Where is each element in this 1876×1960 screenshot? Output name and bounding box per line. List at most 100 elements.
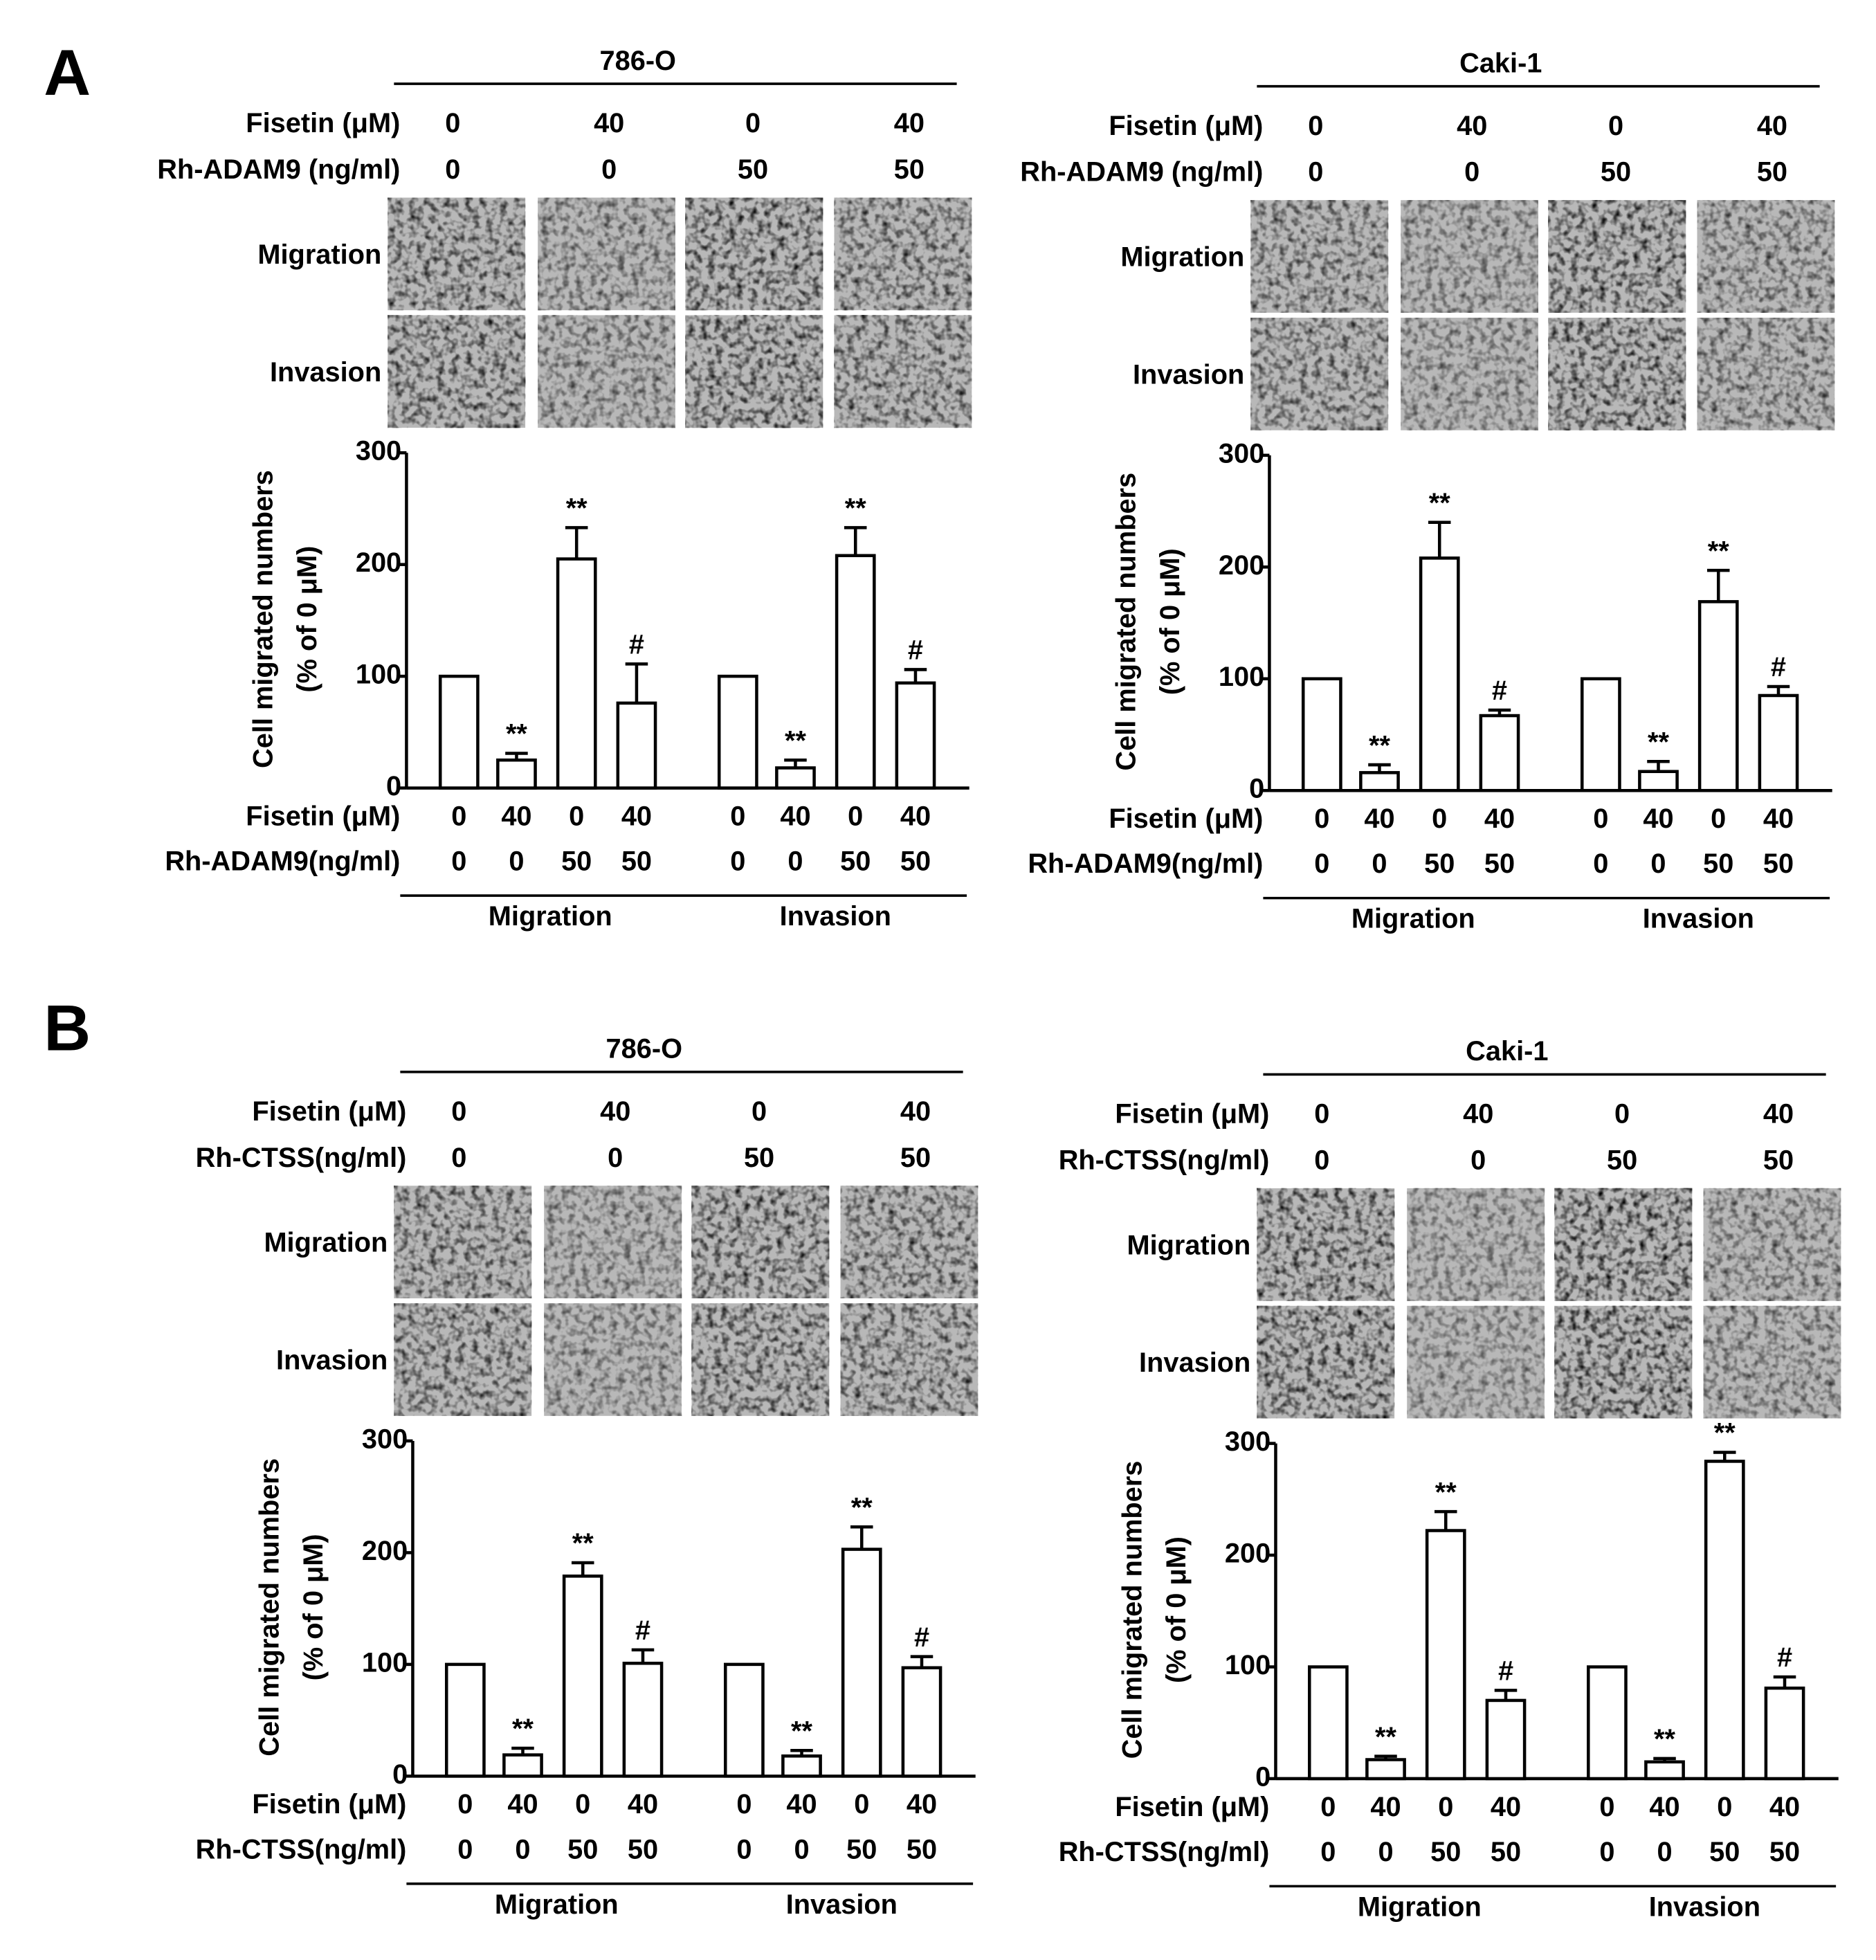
group-label: Migration: [1351, 904, 1475, 934]
bar: [901, 1666, 942, 1778]
image-row-label: Invasion: [270, 357, 381, 388]
x-row-value: 0: [1314, 804, 1329, 834]
y-tick-label: 300: [362, 1424, 408, 1454]
x-row-label: Rh-CTSS(ng/ml): [196, 1834, 407, 1864]
micrograph: [1554, 1305, 1693, 1419]
y-axis-label: Cell migrated numbers: [1111, 473, 1142, 771]
x-row-value: 40: [1649, 1792, 1679, 1822]
treatment-value: 40: [600, 1096, 630, 1127]
x-row-value: 0: [736, 1834, 752, 1864]
treatment-value: 0: [745, 108, 761, 138]
significance: **: [572, 1528, 594, 1559]
y-tick-label: 200: [1219, 550, 1264, 581]
micrograph: [1703, 1305, 1841, 1419]
treatment-value: 0: [1608, 111, 1623, 141]
group-label: Invasion: [1649, 1891, 1760, 1922]
micrograph: [834, 197, 972, 311]
treatment-value: 40: [594, 108, 624, 138]
error-bar: [1706, 568, 1730, 602]
y-tick-label: 200: [362, 1536, 408, 1566]
x-row-label: Rh-ADAM9(ng/ml): [1028, 849, 1263, 879]
x-row-value: 0: [1599, 1792, 1614, 1822]
treatment-value: 50: [744, 1143, 774, 1173]
significance: #: [1771, 652, 1786, 682]
micrograph: [394, 1186, 532, 1298]
treatment-value: 0: [1308, 111, 1323, 141]
x-row-value: 0: [1378, 1837, 1393, 1867]
cell-line-title: Caki-1: [1459, 48, 1542, 78]
x-row-value: 50: [628, 1834, 658, 1864]
x-row-label: Fisetin (μM): [1109, 804, 1263, 834]
error-bar: [904, 668, 927, 683]
micrograph: [1703, 1188, 1841, 1301]
x-row-value: 50: [1491, 1837, 1521, 1867]
bar: [781, 1754, 822, 1778]
image-row-label: Migration: [1127, 1230, 1250, 1260]
x-row-label: Rh-ADAM9(ng/ml): [165, 846, 400, 877]
micrograph: [1548, 200, 1686, 313]
treatment-label: Fisetin (μM): [1109, 111, 1263, 141]
error-bar: [511, 1746, 534, 1755]
error-bar: [1713, 1451, 1736, 1462]
significance: #: [1777, 1642, 1792, 1673]
micrograph: [685, 197, 823, 311]
x-row-value: 50: [1703, 849, 1733, 879]
treatment-value: 0: [601, 154, 617, 185]
x-row-value: 50: [621, 846, 652, 877]
significance: **: [566, 493, 588, 524]
y-axis-label: Cell migrated numbers: [255, 1458, 285, 1757]
x-row-value: 40: [1491, 1792, 1521, 1822]
x-row-value: 40: [786, 1789, 817, 1820]
micrograph: [388, 197, 526, 311]
error-bar: [850, 1525, 873, 1550]
x-row-value: 50: [840, 846, 871, 877]
significance: **: [1654, 1724, 1675, 1754]
x-row-value: 50: [567, 1834, 598, 1864]
error-bar: [1767, 684, 1790, 696]
micrograph: [1257, 1305, 1395, 1419]
significance: **: [845, 493, 866, 524]
bar: [502, 1753, 543, 1778]
y-tick-label: 0: [386, 771, 401, 801]
y-tick-label: 300: [356, 436, 401, 466]
x-row-value: 40: [1643, 804, 1673, 834]
x-row-value: 40: [1484, 804, 1515, 834]
treatment-value: 50: [1763, 1145, 1794, 1175]
micrograph: [840, 1303, 978, 1416]
micrograph: [685, 315, 823, 428]
x-row-value: 0: [1320, 1792, 1336, 1822]
significance: #: [908, 635, 923, 666]
micrograph: [1407, 1305, 1545, 1419]
y-tick-label: 0: [392, 1759, 408, 1790]
x-row-value: 0: [1593, 849, 1608, 879]
micrograph: [538, 197, 675, 311]
treatment-value: 0: [752, 1096, 767, 1127]
significance: #: [629, 630, 644, 660]
bar: [562, 1575, 603, 1778]
treatment-value: 50: [900, 1143, 931, 1173]
bar: [556, 557, 597, 790]
bar: [724, 1662, 765, 1778]
x-row-value: 0: [1599, 1837, 1614, 1867]
bar: [841, 1548, 882, 1778]
panel-label: A: [44, 36, 91, 109]
image-row-label: Migration: [257, 239, 381, 270]
bar: [1365, 1758, 1406, 1781]
x-row-value: 40: [1763, 804, 1794, 834]
micrograph: [1548, 318, 1686, 430]
micrograph: [1401, 318, 1538, 430]
y-axis-label: Cell migrated numbers: [248, 470, 279, 768]
x-row-value: 50: [1484, 849, 1515, 879]
treatment-value: 50: [894, 154, 925, 185]
x-row-value: 50: [1709, 1837, 1740, 1867]
bar: [1587, 1665, 1628, 1781]
treatment-value: 40: [1457, 111, 1487, 141]
x-row-value: 50: [1430, 1837, 1461, 1867]
error-bar: [844, 526, 867, 556]
micrograph: [1257, 1188, 1395, 1301]
bar: [1301, 677, 1342, 792]
x-row-value: 50: [1424, 849, 1455, 879]
image-row-label: Migration: [1120, 242, 1244, 273]
